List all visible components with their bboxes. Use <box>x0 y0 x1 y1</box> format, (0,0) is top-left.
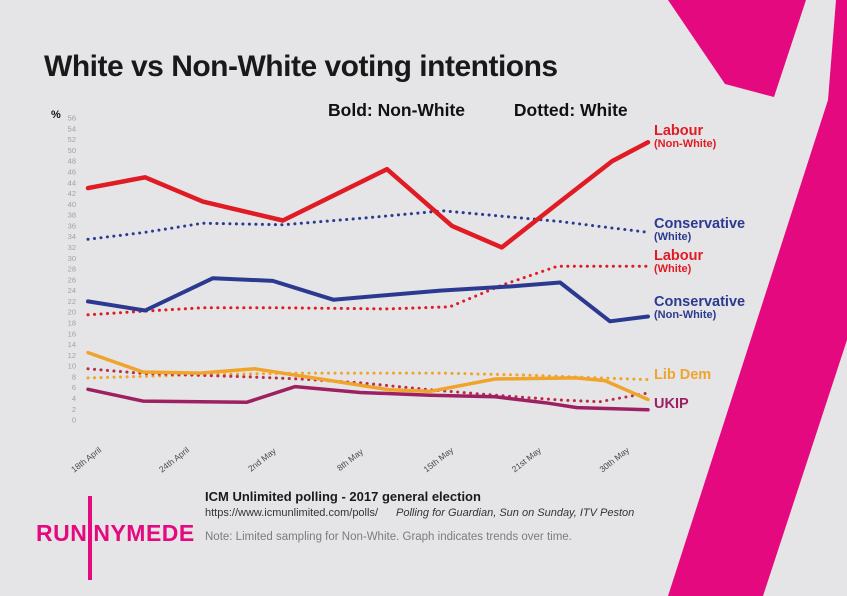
svg-text:50: 50 <box>68 146 76 155</box>
svg-text:36: 36 <box>68 222 76 231</box>
logo-vertical-bar <box>88 496 93 580</box>
sampling-note: Note: Limited sampling for Non-White. Gr… <box>205 531 572 543</box>
logo-text-start: RUN <box>36 520 88 546</box>
source-line: https://www.icmunlimited.com/polls/Polli… <box>205 507 634 519</box>
y-axis-percent-label: % <box>51 109 61 121</box>
svg-text:20: 20 <box>68 308 76 317</box>
svg-text:6: 6 <box>72 383 76 392</box>
svg-text:22: 22 <box>68 297 76 306</box>
page-title: White vs Non-White voting intentions <box>44 50 558 83</box>
svg-text:2nd May: 2nd May <box>246 445 278 473</box>
svg-text:34: 34 <box>68 232 76 241</box>
subtitle-bold-label: Bold: Non-White <box>328 100 466 120</box>
svg-text:4: 4 <box>72 394 76 403</box>
svg-text:38: 38 <box>68 211 76 220</box>
runnymede-logo: RUN NYMEDE <box>36 496 195 580</box>
svg-text:2: 2 <box>72 405 76 414</box>
svg-text:30th May: 30th May <box>597 444 631 474</box>
svg-text:56: 56 <box>68 114 76 123</box>
source-url: https://www.icmunlimited.com/polls/ <box>205 507 378 519</box>
svg-text:14: 14 <box>68 340 76 349</box>
svg-text:18: 18 <box>68 319 76 328</box>
subtitle-dotted-label: Dotted: White <box>513 100 628 120</box>
svg-text:0: 0 <box>72 416 76 425</box>
svg-text:44: 44 <box>68 178 76 187</box>
svg-text:30: 30 <box>68 254 76 263</box>
svg-text:46: 46 <box>68 168 76 177</box>
svg-text:12: 12 <box>68 351 76 360</box>
source-title: ICM Unlimited polling - 2017 general ele… <box>205 489 481 504</box>
svg-text:10: 10 <box>68 362 76 371</box>
svg-text:28: 28 <box>68 265 76 274</box>
svg-text:24: 24 <box>68 286 76 295</box>
svg-text:26: 26 <box>68 275 76 284</box>
legend-conservative-non-white: Conservative (Non-White) <box>654 294 746 322</box>
svg-text:32: 32 <box>68 243 76 252</box>
legend-labour-non-white: Labour (Non-White) <box>654 123 717 151</box>
legend-labour-white: Labour (White) <box>654 248 704 276</box>
svg-text:16: 16 <box>68 329 76 338</box>
svg-text:8: 8 <box>72 373 76 382</box>
svg-text:48: 48 <box>68 157 76 166</box>
legend-ukip: UKIP <box>654 396 689 412</box>
chart-subtitle: Bold: Non-White Dotted: White <box>328 100 628 121</box>
svg-text:54: 54 <box>68 124 76 133</box>
legend-lib-dem: Lib Dem <box>654 367 712 383</box>
svg-text:42: 42 <box>68 189 76 198</box>
svg-text:8th May: 8th May <box>335 446 366 473</box>
logo-text-end: NYMEDE <box>93 520 195 546</box>
svg-text:24th April: 24th April <box>157 445 191 475</box>
svg-text:40: 40 <box>68 200 76 209</box>
legend-conservative-white: Conservative (White) <box>654 216 746 244</box>
svg-text:21st May: 21st May <box>510 445 544 475</box>
svg-text:15th May: 15th May <box>421 444 455 474</box>
svg-text:18th April: 18th April <box>69 445 103 475</box>
svg-text:52: 52 <box>68 135 76 144</box>
source-publications: Polling for Guardian, Sun on Sunday, ITV… <box>396 507 635 519</box>
